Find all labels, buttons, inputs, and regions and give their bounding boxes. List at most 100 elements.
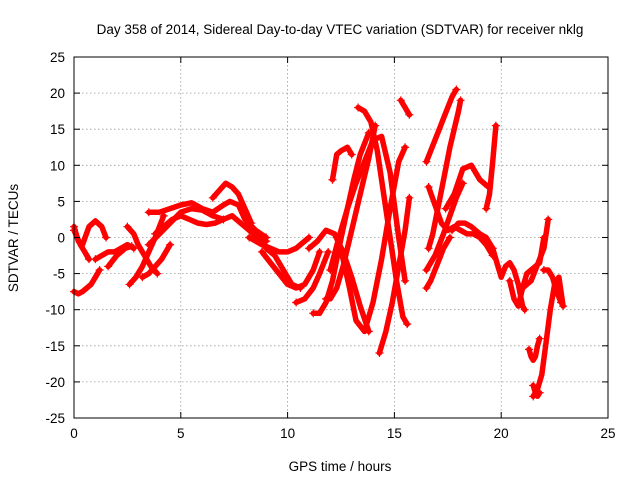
plus-marker bbox=[405, 193, 414, 202]
plus-marker bbox=[257, 247, 266, 256]
y-tick-label: -15 bbox=[45, 339, 65, 354]
plus-marker bbox=[424, 182, 433, 191]
plus-marker bbox=[151, 229, 160, 238]
plus-marker bbox=[104, 262, 113, 271]
y-tick-label: 20 bbox=[50, 86, 65, 101]
series-arc-05 bbox=[105, 243, 135, 270]
plus-marker bbox=[445, 233, 454, 242]
axis-ticks bbox=[73, 56, 609, 419]
series-arc-16 bbox=[293, 249, 331, 306]
tick-labels: 0 5 10 15 20 25 -25 -20 -15 -10 -5 0 5 10 15 20 25 bbox=[45, 50, 615, 441]
plus-marker bbox=[505, 276, 514, 285]
plus-marker bbox=[153, 269, 162, 278]
series-arc-10 bbox=[146, 198, 269, 241]
data-series bbox=[70, 85, 568, 401]
series-arc-22 bbox=[329, 144, 355, 183]
plus-marker bbox=[309, 309, 318, 318]
plus-marker bbox=[219, 215, 228, 224]
plus-marker bbox=[401, 276, 410, 285]
series-arc-23 bbox=[355, 104, 410, 327]
plus-marker bbox=[354, 103, 363, 112]
plus-marker bbox=[347, 150, 356, 159]
x-tick-label: 15 bbox=[387, 426, 402, 441]
plus-marker bbox=[544, 215, 553, 224]
plus-marker bbox=[448, 226, 457, 235]
plus-marker bbox=[422, 265, 431, 274]
series-arc-27 bbox=[425, 97, 464, 252]
grid bbox=[74, 57, 608, 418]
plus-marker bbox=[539, 265, 548, 274]
plus-marker bbox=[488, 244, 497, 253]
plus-marker bbox=[326, 265, 335, 274]
series-arc-21 bbox=[333, 144, 408, 335]
plus-marker bbox=[557, 298, 566, 307]
y-tick-label: 5 bbox=[57, 194, 65, 209]
plus-marker bbox=[520, 305, 529, 314]
chart-title: Day 358 of 2014, Sidereal Day-to-day VTE… bbox=[97, 22, 584, 37]
series-arc-32 bbox=[449, 220, 496, 252]
y-tick-label: -10 bbox=[45, 303, 65, 318]
plus-marker bbox=[247, 219, 256, 228]
series-arc-24 bbox=[376, 195, 413, 356]
series-arc-37 bbox=[526, 335, 543, 363]
y-tick-label: 10 bbox=[50, 158, 65, 173]
plus-marker bbox=[422, 284, 431, 293]
plus-marker bbox=[491, 121, 500, 130]
plus-marker bbox=[95, 265, 104, 274]
series-arc-04 bbox=[92, 241, 137, 262]
series-arc-20 bbox=[327, 133, 408, 284]
plus-marker bbox=[102, 233, 111, 242]
plus-marker bbox=[482, 204, 491, 213]
series-arc-33 bbox=[483, 122, 499, 212]
plus-marker bbox=[123, 222, 132, 231]
series-arc-08 bbox=[139, 241, 173, 280]
plus-marker bbox=[322, 294, 331, 303]
series-arc-03 bbox=[71, 267, 103, 297]
x-tick-label: 20 bbox=[494, 426, 509, 441]
plus-marker bbox=[375, 349, 384, 358]
y-tick-label: 25 bbox=[50, 50, 65, 65]
series-arc-07 bbox=[126, 213, 167, 288]
series-arc-25 bbox=[398, 97, 413, 118]
y-tick-label: 15 bbox=[50, 122, 65, 137]
plus-marker bbox=[144, 208, 153, 217]
plus-marker bbox=[304, 244, 313, 253]
plus-marker bbox=[524, 345, 533, 354]
plus-marker bbox=[127, 242, 136, 251]
series-arc-12 bbox=[210, 180, 255, 226]
x-tick-label: 0 bbox=[70, 426, 78, 441]
plus-marker bbox=[456, 96, 465, 105]
y-tick-label: -25 bbox=[45, 411, 65, 426]
plus-marker bbox=[405, 110, 414, 119]
series-arc-28 bbox=[423, 180, 466, 273]
x-tick-label: 5 bbox=[177, 426, 185, 441]
plus-marker bbox=[518, 284, 527, 293]
plus-marker bbox=[529, 381, 538, 390]
plus-marker bbox=[144, 240, 153, 249]
plus-marker bbox=[292, 298, 301, 307]
x-axis-label: GPS time / hours bbox=[289, 459, 392, 474]
plus-marker bbox=[125, 280, 134, 289]
plus-marker bbox=[166, 240, 175, 249]
series-arc-39 bbox=[530, 382, 543, 400]
y-tick-label: -5 bbox=[53, 267, 65, 282]
x-tick-label: 25 bbox=[600, 426, 615, 441]
y-tick-label: -20 bbox=[45, 375, 65, 390]
series-arc-11 bbox=[152, 213, 227, 237]
plus-marker bbox=[424, 244, 433, 253]
plus-marker bbox=[403, 320, 412, 329]
series-arc-31 bbox=[442, 162, 492, 212]
series-arc-29 bbox=[423, 234, 453, 291]
series-arc-13 bbox=[246, 234, 312, 255]
plus-marker bbox=[315, 247, 324, 256]
plus-marker bbox=[401, 143, 410, 152]
series-arc-19 bbox=[323, 122, 378, 302]
plus-marker bbox=[138, 273, 147, 282]
series-arc-36 bbox=[519, 216, 551, 291]
x-tick-label: 10 bbox=[280, 426, 295, 441]
plus-marker bbox=[332, 233, 341, 242]
plus-marker bbox=[91, 255, 100, 264]
plus-marker bbox=[262, 244, 271, 253]
series-arc-30 bbox=[425, 184, 496, 259]
